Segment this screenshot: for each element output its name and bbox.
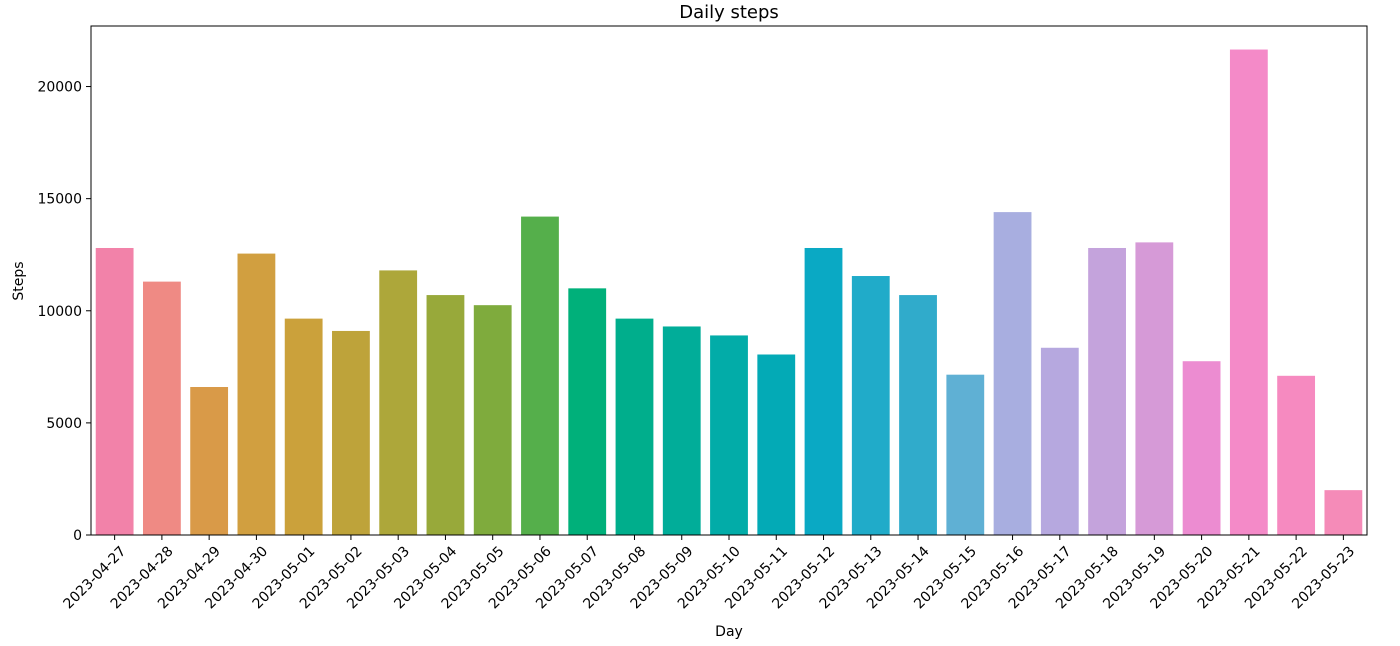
bar-2023-05-23 xyxy=(1324,490,1363,535)
bar-2023-05-08 xyxy=(615,318,654,535)
bar-2023-05-17 xyxy=(1040,347,1079,535)
bar-2023-05-13 xyxy=(851,276,890,535)
bar-2023-04-29 xyxy=(190,387,229,535)
bar-2023-05-05 xyxy=(473,305,512,535)
x-axis: 2023-04-272023-04-282023-04-292023-04-30… xyxy=(61,535,1358,612)
bar-2023-05-06 xyxy=(521,216,559,535)
bar-2023-04-27 xyxy=(95,247,134,536)
plot-frame xyxy=(90,25,1368,536)
bar-2023-04-30 xyxy=(237,253,276,535)
bar-2023-05-09 xyxy=(662,326,701,535)
bar-2023-05-11 xyxy=(757,354,796,535)
chart-title: Daily steps xyxy=(679,2,779,23)
bar-2023-04-28 xyxy=(142,281,181,535)
x-axis-label: Day xyxy=(715,624,743,640)
y-tick-label: 0 xyxy=(73,528,82,544)
bars-group xyxy=(95,49,1363,536)
bar-2023-05-18 xyxy=(1088,247,1126,536)
y-tick-label: 5000 xyxy=(46,416,82,432)
bar-2023-05-20 xyxy=(1182,361,1221,535)
y-tick-label: 15000 xyxy=(37,192,82,208)
bar-2023-05-21 xyxy=(1229,49,1268,535)
bar-2023-05-19 xyxy=(1135,242,1174,535)
bar-2023-05-10 xyxy=(710,335,748,535)
y-tick-label: 10000 xyxy=(37,304,82,320)
bar-2023-05-03 xyxy=(379,270,418,535)
y-tick-label: 20000 xyxy=(37,80,82,96)
bar-2023-05-15 xyxy=(946,374,985,535)
bar-2023-05-16 xyxy=(993,212,1032,536)
bar-2023-05-04 xyxy=(426,295,465,535)
y-axis: 0 5000 10000 15000 20000 xyxy=(37,80,91,544)
bar-2023-05-14 xyxy=(899,295,937,535)
y-axis-label: Steps xyxy=(11,261,27,300)
bar-2023-05-01 xyxy=(284,318,323,535)
bar-2023-05-22 xyxy=(1277,375,1316,535)
bar-2023-05-12 xyxy=(804,247,843,536)
bar-2023-05-07 xyxy=(568,288,607,535)
bar-2023-05-02 xyxy=(332,330,370,535)
